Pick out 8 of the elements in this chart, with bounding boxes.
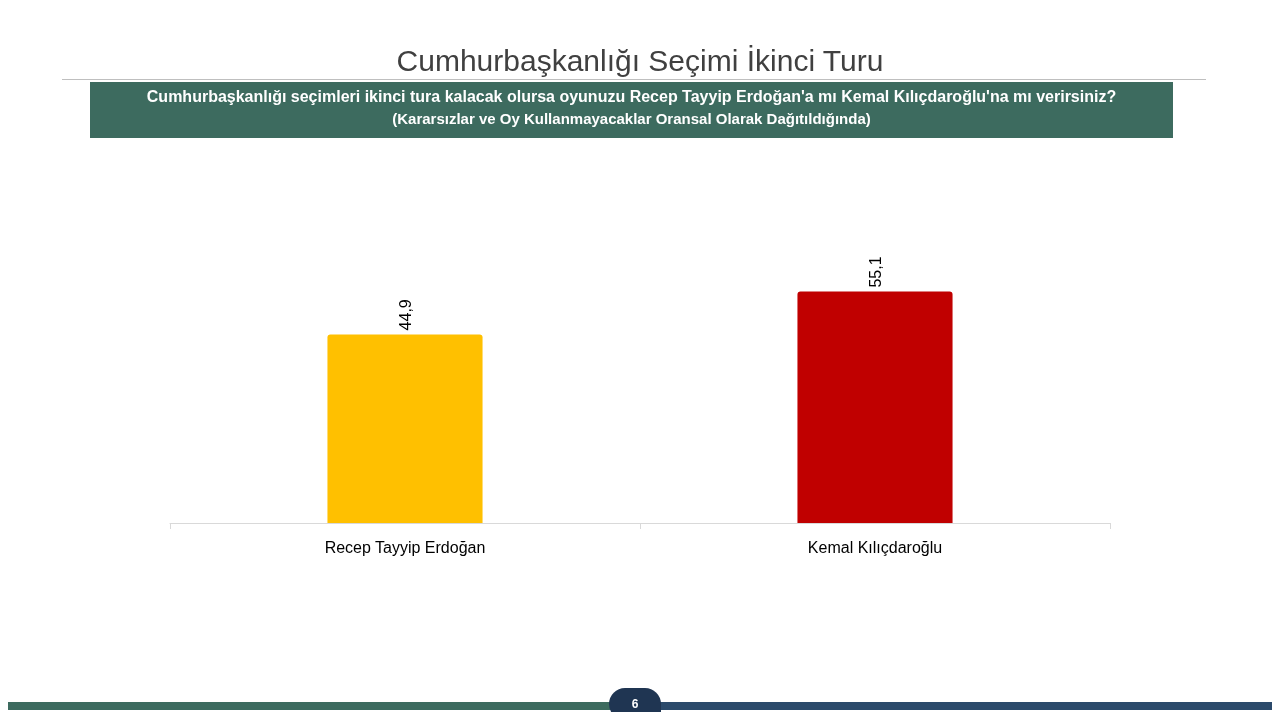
chart-title: Cumhurbaşkanlığı Seçimi İkinci Turu xyxy=(395,44,885,78)
data-label: 44,9 xyxy=(396,299,414,331)
x-tick-label: Kemal Kılıçdaroğlu xyxy=(807,538,943,556)
x-tick-label: Recep Tayyip Erdoğan xyxy=(324,538,486,556)
data-label: 55,1 xyxy=(866,256,884,288)
chart-subtitle: Cumhurbaşkanlığı seçimleri ikinci tura kalacak olursa oyunuzu Recep Tayyip Erdoğan'a mı Kemal Kılıçdaroğlu'na mı verirsiniz? xyxy=(145,88,1118,106)
text: (Kararsızlar ve Oy Kullanmayacaklar Oransal Olarak Dağıtıldığında) xyxy=(391,110,872,127)
text: 6 xyxy=(630,696,640,713)
